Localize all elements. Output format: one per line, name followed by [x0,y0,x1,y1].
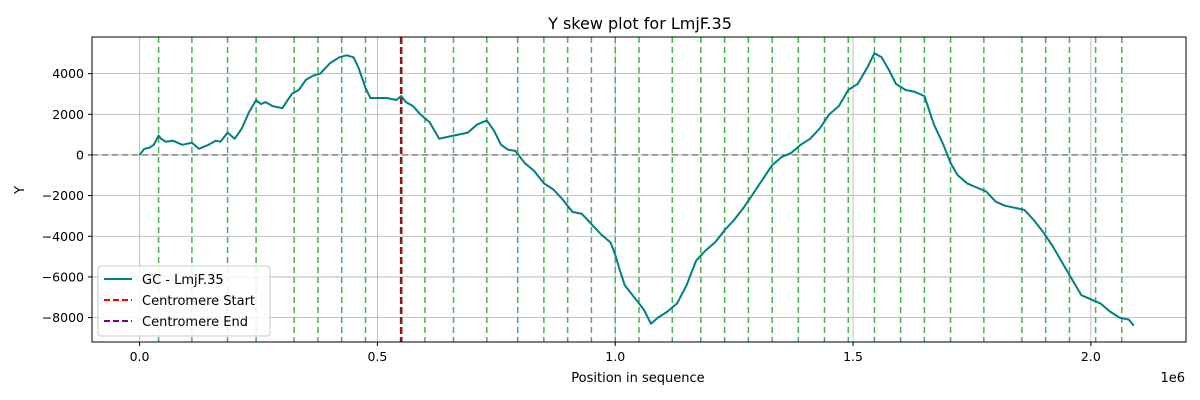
x-tick-label: 0.5 [367,349,387,364]
x-tick-label: 0.0 [130,349,150,364]
series-layer [138,52,1135,327]
series-line [138,52,1135,327]
y-tick-label: −2000 [42,188,84,203]
chart-title: Y skew plot for LmjF.35 [547,14,732,33]
x-axis-offset-label: 1e6 [1160,371,1185,386]
y-tick-label: 4000 [52,66,84,81]
y-tick-label: −6000 [42,269,84,284]
y-tick-label: −8000 [42,310,84,325]
legend-entry-label: Centromere End [142,315,248,330]
legend-entry-label: Centromere Start [142,294,255,309]
legend-box [97,265,271,337]
x-axis-label: Position in sequence [571,371,704,386]
tick-layer: 0.0 0.5 1.0 1.5 2.0 −8000 −6000 −4000 −2000 0 2000… [42,66,1101,364]
y-tick-label: 2000 [52,107,84,122]
legend: GC - LmjF.35 Centromere Start Centromere E… [97,265,271,337]
y-tick-label: 0 [76,147,84,162]
plot-frame [91,36,1187,343]
x-tick-label: 2.0 [1081,349,1101,364]
legend-entry-label: GC - LmjF.35 [142,273,224,288]
y-tick-label: −4000 [42,229,84,244]
y-axis-label: Y [13,186,28,195]
x-tick-label: 1.0 [605,349,625,364]
x-tick-label: 1.5 [843,349,863,364]
